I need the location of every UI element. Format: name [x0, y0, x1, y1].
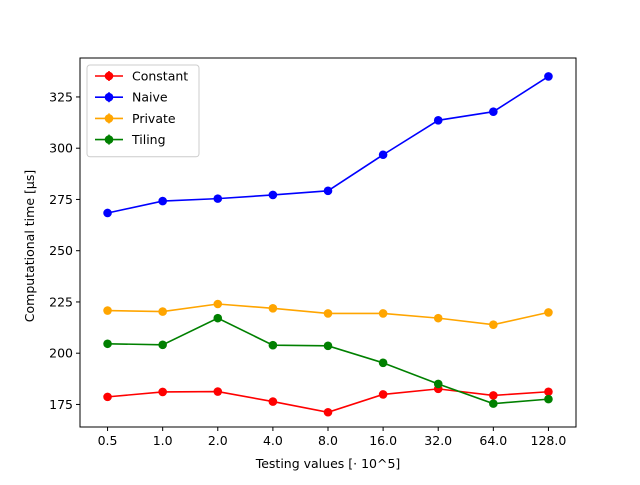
- x-tick-label: 16.0: [369, 433, 397, 448]
- x-tick-label: 0.5: [98, 433, 118, 448]
- y-tick-label: 300: [49, 141, 73, 156]
- data-point-naive: [433, 116, 443, 125]
- series-tiling: [103, 313, 553, 408]
- data-point-tiling: [323, 341, 333, 351]
- legend-label: Naive: [132, 90, 168, 105]
- legend-marker: [104, 71, 114, 81]
- data-point-tiling: [378, 358, 388, 368]
- x-axis-label: Testing values [· 10^5]: [255, 456, 401, 471]
- y-tick-label: 275: [49, 192, 73, 207]
- data-point-constant: [268, 397, 278, 406]
- legend-box: [86, 64, 200, 158]
- data-point-tiling: [544, 394, 553, 404]
- x-tick-label: 2.0: [208, 433, 228, 448]
- data-point-private: [213, 299, 223, 309]
- data-point-private: [158, 307, 167, 316]
- data-point-naive: [544, 72, 553, 81]
- data-point-tiling: [268, 340, 278, 350]
- y-tick-label: 175: [49, 397, 73, 412]
- data-point-naive: [489, 107, 498, 117]
- series-constant: [103, 384, 553, 417]
- data-point-tiling: [103, 339, 112, 349]
- axes-layer: 0.5 1.0 2.0 4.0 8.0 16.0 32.0 64.0 128.0 175 200 22…: [49, 57, 577, 448]
- x-tick-label: 4.0: [263, 433, 283, 448]
- data-point-naive: [378, 150, 388, 160]
- data-point-constant: [323, 407, 333, 417]
- data-point-constant: [103, 392, 112, 402]
- legend-entry-naive: Naive: [95, 90, 168, 105]
- series-layer: [103, 72, 553, 417]
- legend-label: Constant: [132, 69, 188, 84]
- legend-label: Private: [132, 111, 176, 126]
- legend-label: Tiling: [131, 132, 166, 147]
- y-tick-label: 200: [49, 346, 73, 361]
- series-private: [103, 299, 553, 330]
- legend-marker: [104, 92, 114, 102]
- legend-marker: [104, 135, 114, 144]
- x-tick-label: 1.0: [153, 433, 173, 448]
- x-tick-label: 8.0: [318, 433, 338, 448]
- data-point-constant: [158, 387, 167, 397]
- data-point-naive: [268, 190, 278, 200]
- data-point-tiling: [433, 379, 443, 389]
- data-point-naive: [213, 194, 223, 203]
- data-point-private: [103, 306, 112, 315]
- x-tick-label: 64.0: [479, 433, 507, 448]
- legend-entry-constant: Constant: [95, 69, 188, 84]
- data-point-private: [489, 320, 498, 330]
- data-point-private: [433, 313, 443, 323]
- legend: Constant Naive Private Tiling: [86, 64, 200, 158]
- data-point-constant: [378, 390, 388, 399]
- data-point-constant: [544, 387, 553, 397]
- data-point-private: [268, 304, 278, 313]
- y-tick-label: 225: [49, 294, 73, 309]
- y-tick-label: 250: [49, 243, 73, 258]
- legend-entry-private: Private: [95, 111, 176, 126]
- legend-entry-tiling: Tiling: [95, 132, 166, 147]
- y-tick-label: 325: [49, 89, 73, 104]
- data-point-private: [323, 309, 333, 318]
- x-tick-label: 32.0: [424, 433, 452, 448]
- x-tick-label: 128.0: [531, 433, 567, 448]
- data-point-tiling: [213, 313, 223, 323]
- data-point-tiling: [489, 399, 498, 408]
- data-point-constant: [213, 387, 223, 396]
- data-point-private: [544, 308, 553, 317]
- data-point-constant: [489, 391, 498, 400]
- legend-marker: [104, 114, 114, 123]
- data-point-tiling: [158, 340, 167, 350]
- data-point-naive: [103, 208, 112, 218]
- data-point-naive: [323, 186, 333, 196]
- y-axis-label: Computational time [μs]: [22, 170, 37, 322]
- data-point-naive: [158, 196, 167, 206]
- series-naive: [103, 72, 553, 218]
- data-point-private: [378, 309, 388, 318]
